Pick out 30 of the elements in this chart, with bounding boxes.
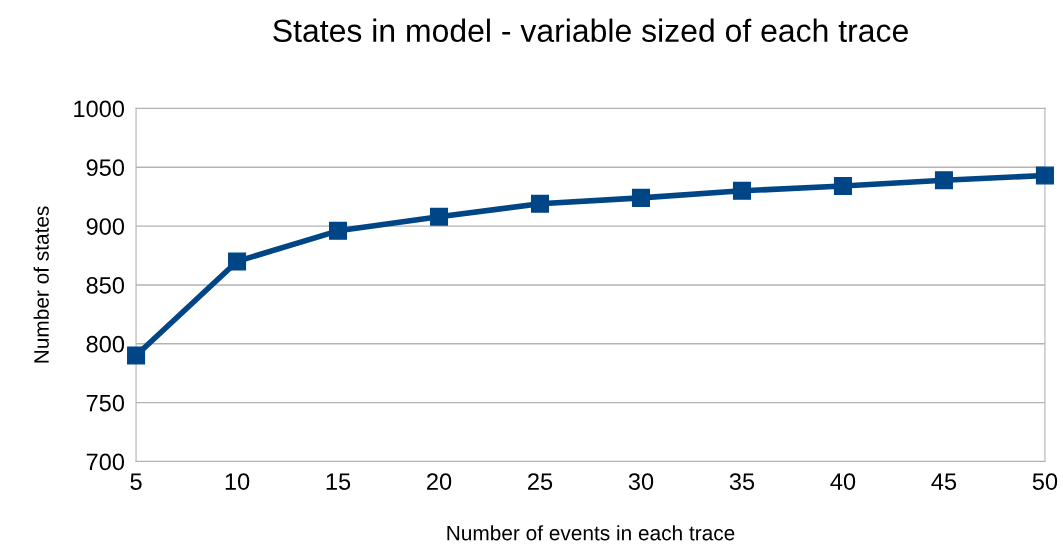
point xyxy=(1035,166,1054,185)
x-tick-label: 5 xyxy=(130,473,142,490)
y-tick-label: 750 xyxy=(86,394,125,412)
x-tick-label: 20 xyxy=(427,473,452,490)
x-axis-title: Number of events in each trace xyxy=(447,525,735,541)
x-tick-label: 15 xyxy=(326,473,351,490)
y-tick-label: 1000 xyxy=(74,100,125,118)
point xyxy=(127,346,146,365)
chart-title: States in model - variable sized of each trace xyxy=(273,18,908,43)
point xyxy=(429,207,449,226)
point xyxy=(732,181,752,200)
x-tick-label: 40 xyxy=(830,473,856,490)
point xyxy=(228,252,247,271)
y-axis-title: Number of states xyxy=(33,206,49,363)
point xyxy=(934,171,953,190)
x-tick-label: 35 xyxy=(729,473,755,490)
y-tick-label: 800 xyxy=(86,335,125,353)
y-tick-label: 900 xyxy=(86,218,125,235)
y-tick-label: 700 xyxy=(86,453,125,471)
x-tick-label: 30 xyxy=(628,473,654,490)
point xyxy=(631,188,651,207)
x-tick-label: 45 xyxy=(931,473,957,490)
y-tick-label: 850 xyxy=(86,277,125,294)
point xyxy=(329,221,348,240)
x-tick-label: 50 xyxy=(1032,473,1058,490)
point xyxy=(833,177,852,196)
point xyxy=(530,194,550,213)
x-tick-label: 25 xyxy=(528,473,553,490)
y-tick-label: 950 xyxy=(86,159,125,177)
x-tick-label: 10 xyxy=(225,473,250,490)
